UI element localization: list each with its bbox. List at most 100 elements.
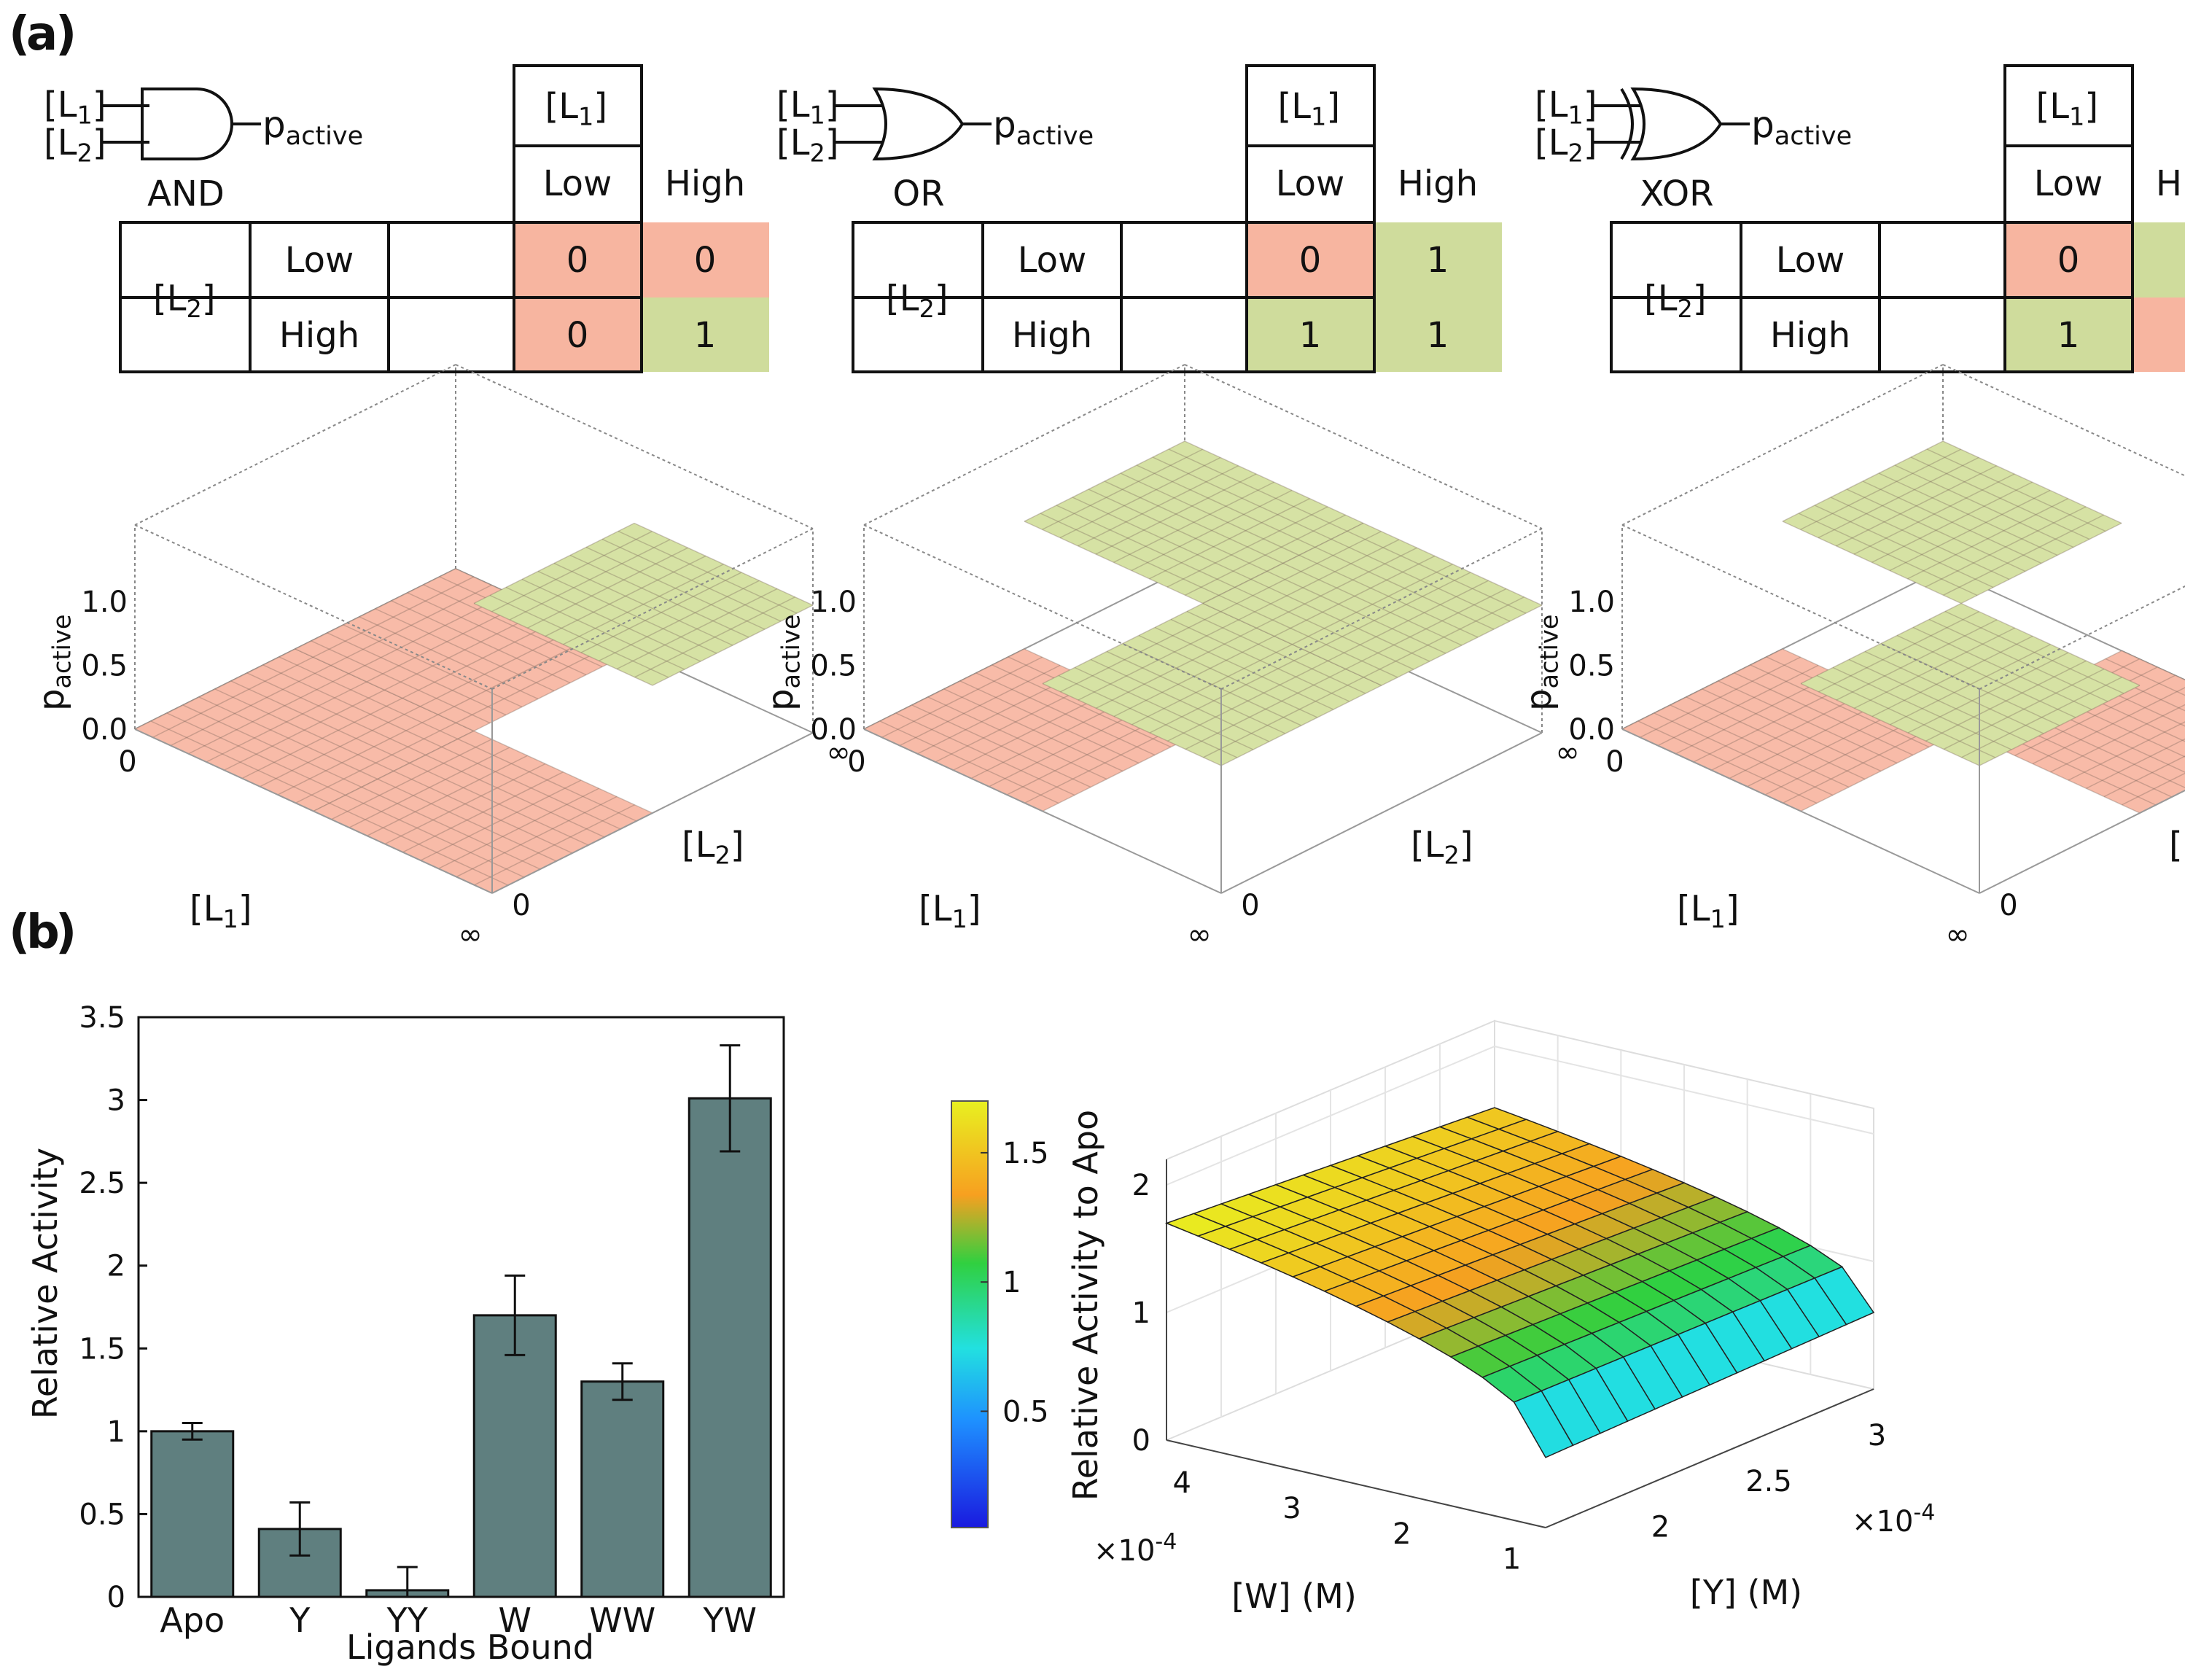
surface-grid — [2103, 755, 2185, 798]
surface-grid — [1095, 473, 1257, 555]
l1-inf-tick: ∞ — [458, 918, 482, 952]
box-edge — [134, 728, 493, 894]
surface-grid — [331, 739, 492, 820]
surface-grid — [441, 746, 621, 830]
colorbar-tick-label: 1 — [1002, 1266, 1021, 1299]
surface-grid — [1298, 554, 1479, 638]
z-tick: 0.0 — [81, 713, 128, 747]
surface-grid — [1238, 539, 1400, 621]
surface-grid — [1640, 656, 1801, 738]
surface-grid — [975, 672, 1156, 756]
surface-grid — [230, 680, 410, 764]
truth-cell — [2005, 222, 2133, 298]
surface-grid — [1266, 570, 1446, 654]
surface-grid — [393, 770, 573, 854]
surface-grid — [1152, 456, 1332, 540]
surface-grid — [1256, 547, 1417, 629]
surface-grid — [1928, 618, 2108, 702]
surface-grid — [2032, 687, 2185, 765]
surface-grid — [1058, 674, 1238, 758]
box-edge — [863, 364, 1185, 526]
surface-grid — [1168, 448, 1348, 532]
w-exponent-label: ×10-4 — [1094, 1529, 1177, 1568]
surface-grid — [1024, 440, 1185, 522]
gate-output-label: pactive — [1751, 104, 1852, 151]
truth-value: 1 — [1427, 315, 1449, 356]
z-tick: 0.5 — [1568, 650, 1615, 683]
truth-table: 0 1 1 1 [L1] Low High [L2] Low High — [852, 64, 1502, 373]
box-edge — [134, 524, 493, 690]
gate-input-1: [L1] — [1535, 85, 1597, 130]
l1-inf-tick: ∞ — [1187, 918, 1211, 952]
box-edge — [134, 364, 456, 526]
surface-grid — [1347, 530, 1527, 614]
bar-chart: Ligands Bound Relative Activity 0 0.5 1 1.5… — [26, 1001, 785, 1667]
surface-grid — [1096, 627, 1257, 709]
high-surface-patch — [1783, 441, 2122, 604]
surface-grid — [491, 531, 653, 612]
or-gate-icon — [872, 87, 965, 161]
low-surface-patch — [864, 649, 1203, 812]
surface-grid — [1960, 602, 2141, 686]
surface-grid — [1154, 626, 1334, 710]
x-tick-label: WW — [589, 1601, 655, 1640]
col-high-label: High — [1398, 163, 1478, 204]
row-low-label: Low — [1018, 240, 1087, 281]
surface-grid — [634, 596, 795, 678]
box-edge — [1979, 789, 2185, 894]
box-edge — [1621, 728, 1980, 894]
surface-grid — [206, 681, 367, 763]
table-header-l2: [L2] — [153, 279, 216, 324]
l1-zero-tick: 0 — [847, 745, 865, 779]
l1-zero-tick: 0 — [118, 745, 136, 779]
z-axis-label-text: pactive — [760, 614, 806, 711]
surface-grid — [1185, 668, 1347, 750]
surface-grid — [1024, 521, 1204, 604]
surface-grid — [188, 673, 349, 755]
surface-grid — [1942, 440, 2122, 524]
surface-grid — [1186, 610, 1366, 694]
xor-gate-icon — [1630, 87, 1723, 161]
surface-grid — [899, 664, 1061, 747]
surface-grid — [166, 712, 346, 796]
surface-grid — [1864, 650, 2044, 734]
surface-grid — [1782, 521, 1962, 604]
surface-grid — [601, 538, 782, 622]
surface-grid — [473, 730, 653, 814]
y-tick-label: 1 — [107, 1415, 125, 1449]
surface-z-tick: 1 — [1132, 1296, 1150, 1330]
panel-a-label: ( a ) — [9, 7, 77, 61]
surface-grid — [1925, 660, 2087, 742]
surface-z-tick: 2 — [1132, 1169, 1150, 1202]
svg-text:): ) — [55, 7, 77, 61]
surface-grid — [1718, 680, 1898, 764]
surface-grid — [1836, 619, 1998, 701]
l2-zero-tick: 0 — [1241, 889, 1259, 922]
y-tick-label: 2 — [107, 1250, 125, 1283]
surface-grid — [1836, 465, 1997, 547]
surface-grid — [1138, 634, 1318, 718]
y-tick-label: 0 — [107, 1581, 125, 1614]
bar-ww — [580, 1380, 665, 1598]
surface-grid — [1104, 481, 1284, 564]
high-surface-patch — [1203, 523, 1542, 685]
surface-grid — [1292, 564, 1453, 645]
surface-grid — [1621, 648, 1783, 730]
y-tick-label: 3.5 — [79, 1001, 125, 1035]
z-tick: 0.5 — [810, 650, 857, 683]
surface-grid — [1814, 505, 1994, 588]
truth-cell — [642, 298, 769, 372]
svg-text:): ) — [55, 906, 77, 960]
surface-grid — [1167, 660, 1328, 742]
surface-grid — [279, 656, 459, 740]
y-tick-label: 2.5 — [79, 1167, 125, 1200]
x-tick-label: Apo — [160, 1601, 225, 1640]
surface-grid — [1702, 688, 1882, 772]
row-high-label: High — [1770, 315, 1850, 356]
surface-grid — [879, 720, 1059, 804]
surface-grid — [1042, 602, 1204, 685]
z-tick: 1.0 — [81, 586, 128, 619]
